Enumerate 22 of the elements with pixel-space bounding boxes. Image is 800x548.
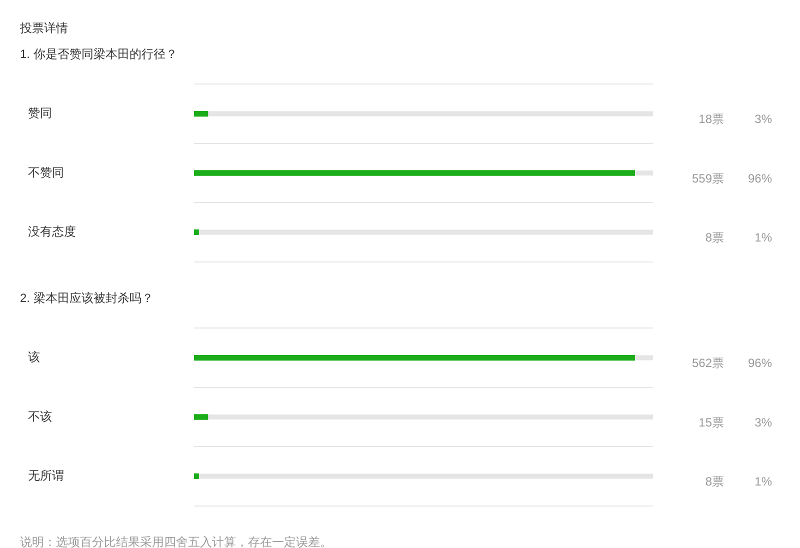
text: 8票: [705, 474, 724, 489]
data-label: 96%: [748, 171, 772, 186]
text: 8票: [705, 230, 724, 245]
text: 562票: [692, 356, 724, 370]
data-label: 1%: [754, 230, 772, 245]
y-tick-label: 赞同: [28, 106, 52, 120]
data-label: 3%: [754, 112, 772, 126]
text: 说明：选项百分比结果采用四舍五入计算，存在一定误差。: [19, 534, 333, 548]
text: 15票: [698, 415, 724, 430]
y-tick-label: 不赞同: [28, 165, 64, 180]
text: 559票: [692, 171, 724, 186]
y-tick-label: 无所谓: [28, 468, 64, 483]
y-tick-label: 不该: [28, 409, 52, 424]
data-label: 1%: [754, 474, 772, 489]
data-label: 3%: [754, 415, 772, 430]
text: 2. 梁本田应该被封杀吗？: [19, 290, 154, 307]
text: 18票: [698, 112, 724, 126]
text: 投票详情: [19, 20, 69, 37]
chart-subtitle: 1. 你是否赞同梁本田的行径？: [19, 46, 178, 63]
data-label: 96%: [748, 356, 772, 370]
y-tick-label: 该: [28, 350, 40, 364]
y-tick-label: 没有态度: [28, 224, 76, 239]
